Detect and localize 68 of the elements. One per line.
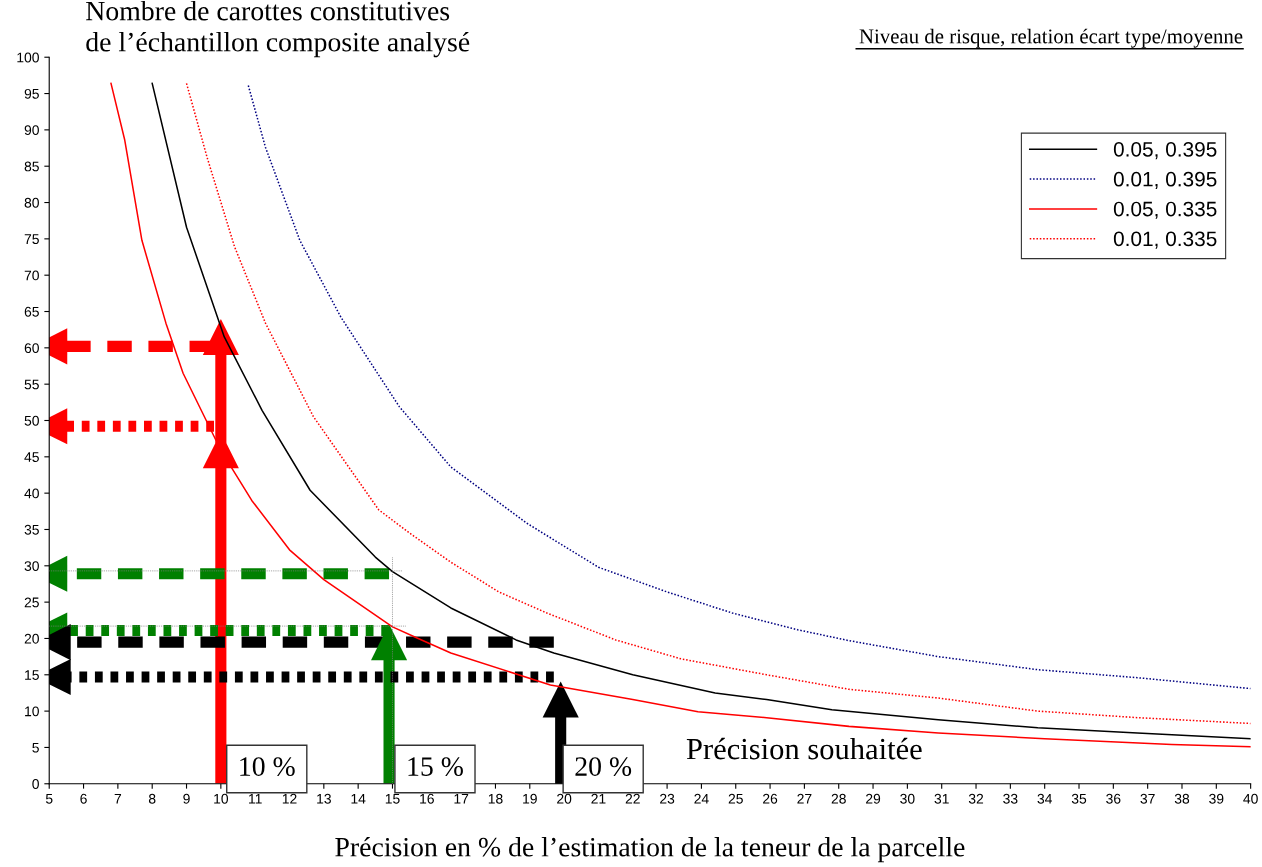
annotation: 10 %: [240, 757, 295, 777]
x-tick-label: 10: [214, 793, 229, 804]
x-tick-label: 22: [625, 793, 640, 804]
x-tick-label: 34: [1037, 793, 1052, 804]
y-tick-label: 30: [24, 561, 39, 571]
y-tick-label: 15: [25, 670, 39, 680]
y-tick-label: 85: [24, 161, 39, 172]
x-tick-label: 14: [351, 794, 366, 804]
y-tick-label: 5: [32, 742, 39, 753]
x-tick-label: 33: [1003, 793, 1018, 804]
x-tick-label: 17: [454, 794, 469, 804]
x-tick-label: 16: [420, 793, 434, 804]
y-tick-label: 90: [24, 125, 39, 136]
y-tick-label: 55: [24, 379, 39, 390]
x-tick-label: 15: [385, 794, 400, 804]
y-tick-label: 100: [17, 52, 39, 63]
y-tick-label: 75: [24, 234, 39, 245]
x-tick-label: 9: [183, 793, 190, 804]
y-tick-label: 35: [24, 524, 39, 535]
x-tick-label: 11: [249, 794, 262, 804]
x-axis-title: Précision en % de l’estimation de la teneur de la parcelle: [335, 836, 965, 863]
x-tick-label: 39: [1209, 793, 1224, 804]
legend-label: 0.05, 0.395: [1113, 141, 1217, 160]
x-tick-label: 27: [797, 793, 812, 804]
x-tick-label: 8: [148, 793, 156, 804]
x-tick-label: 21: [591, 793, 606, 804]
x-tick-label: 29: [866, 793, 881, 804]
legend-label: 0.01, 0.335: [1113, 231, 1217, 249]
y-tick-label: 20: [24, 633, 39, 644]
x-tick-label: 31: [934, 793, 949, 804]
x-tick-label: 19: [523, 793, 537, 804]
x-tick-label: 13: [317, 793, 331, 804]
x-tick-label: 36: [1106, 793, 1121, 804]
x-tick-label: 40: [1243, 793, 1258, 804]
y-tick-label: 10: [25, 706, 39, 717]
annotation: 20 %: [575, 757, 632, 777]
x-tick-label: 5: [45, 794, 53, 804]
annotation: 15 %: [408, 757, 463, 777]
y-tick-label: 65: [24, 306, 39, 317]
x-tick-label: 25: [728, 793, 743, 804]
y-tick-label: 70: [24, 270, 39, 281]
legend-label: 0.01, 0.395: [1113, 171, 1217, 190]
x-tick-label: 6: [80, 793, 87, 804]
x-tick-label: 38: [1174, 793, 1190, 804]
x-tick-label: 23: [660, 793, 675, 804]
x-tick-label: 20: [557, 793, 572, 804]
y-tick-label: 25: [24, 597, 39, 608]
x-tick-label: 12: [282, 793, 297, 804]
legend-label: 0.05, 0.335: [1113, 201, 1217, 219]
y-tick-label: 95: [24, 88, 39, 99]
y-tick-label: 50: [24, 415, 39, 426]
y-tick-label: 80: [24, 197, 39, 208]
x-tick-label: 18: [488, 793, 503, 804]
annotation: Précision souhaitée: [686, 737, 922, 760]
y-axis-title: Nombre de carottes constitutives de l’échantillon composite analysé: [86, 0, 470, 58]
y-tick-label: 0: [32, 779, 39, 789]
x-tick-label: 24: [694, 793, 709, 804]
x-tick-label: 35: [1071, 793, 1087, 804]
x-tick-label: 30: [900, 793, 915, 804]
legend-title: Niveau de risque, relation écart type/moyenne: [859, 28, 1243, 48]
x-tick-label: 26: [763, 793, 778, 804]
y-tick-label: 60: [24, 343, 39, 354]
x-tick-label: 32: [968, 793, 984, 804]
x-tick-label: 28: [831, 793, 846, 804]
x-tick-label: 7: [114, 794, 122, 804]
y-tick-label: 45: [24, 452, 39, 462]
x-tick-label: 37: [1140, 793, 1155, 804]
y-tick-label: 40: [24, 488, 39, 499]
